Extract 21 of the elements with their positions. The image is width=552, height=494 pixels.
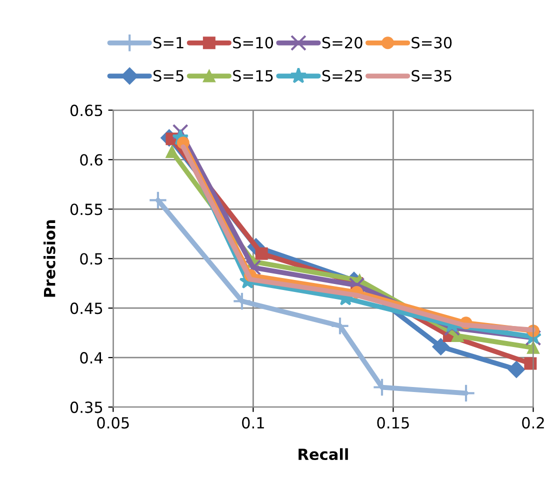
- y-axis-title: Precision: [44, 220, 56, 297]
- y-tick-label: 0.55: [70, 204, 102, 216]
- x-tick-label: 0.1: [242, 417, 264, 429]
- y-tick-label: 0.5: [80, 253, 102, 265]
- legend-label: S=1: [154, 36, 184, 48]
- y-tick-label: 0.6: [80, 154, 102, 166]
- legend-label: S=5: [154, 70, 184, 82]
- legend-label: S=15: [233, 70, 273, 82]
- x-axis-title: Recall: [298, 448, 348, 460]
- y-tick-label: 0.35: [70, 402, 102, 414]
- x-tick-label: 0.05: [97, 417, 129, 429]
- legend-label: S=30: [412, 36, 452, 48]
- legend-label: S=20: [322, 36, 362, 48]
- x-tick-label: 0.15: [377, 417, 409, 429]
- legend-label: S=10: [233, 36, 274, 48]
- x-tick-label: 0.2: [522, 417, 544, 429]
- y-tick-label: 0.65: [70, 104, 102, 116]
- legend-label: S=35: [412, 70, 452, 82]
- y-tick-label: 0.4: [80, 352, 103, 364]
- y-tick-label: 0.45: [70, 302, 102, 314]
- legend-label: S=25: [322, 70, 362, 82]
